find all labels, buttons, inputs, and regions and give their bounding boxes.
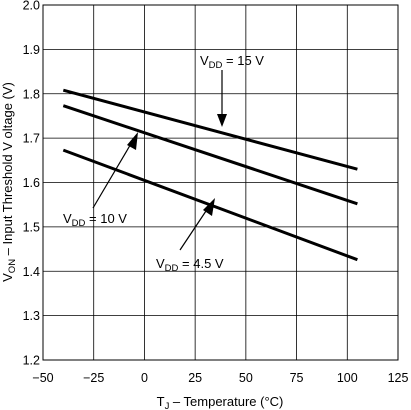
arrowhead-vdd45	[203, 198, 215, 216]
series-line-vdd10	[62, 104, 358, 206]
y-tick-label: 1.2	[23, 354, 40, 368]
series-line-vdd15	[62, 88, 358, 171]
y-tick-label: 1.6	[23, 176, 40, 190]
x-tick-label: 125	[388, 371, 409, 385]
x-tick-label: 25	[188, 371, 202, 385]
y-tick-label: 1.5	[23, 220, 40, 234]
x-tick-label: 50	[239, 371, 253, 385]
annotation-vdd10: VDD = 10 V	[63, 211, 127, 229]
y-tick-label: 1.3	[23, 309, 40, 323]
x-axis-title: TJ – Temperature (°C)	[157, 394, 284, 410]
annotation-arrows	[92, 70, 227, 251]
y-tick-label: 1.7	[23, 132, 40, 146]
y-tick-label: 2.0	[23, 0, 40, 13]
y-tick-label: 1.4	[23, 265, 40, 279]
x-tick-label: −25	[83, 371, 104, 385]
grid	[43, 5, 398, 360]
x-tick-label: 100	[337, 371, 358, 385]
series-group	[62, 88, 358, 262]
x-tick-label: 0	[141, 371, 148, 385]
y-tick-label: 1.9	[23, 43, 40, 57]
annotation-vdd45: VDD = 4.5 V	[156, 256, 224, 274]
arrow-vdd10	[92, 141, 133, 209]
plot-frame	[42, 4, 399, 361]
arrowhead-vdd15	[217, 114, 227, 127]
y-axis-title: VON – Input Threshold V oltage (V)	[0, 82, 18, 282]
y-tick-label: 1.8	[23, 87, 40, 101]
annotation-vdd15: VDD = 15 V	[200, 53, 264, 71]
arrow-vdd45	[179, 207, 209, 251]
arrowhead-vdd10	[127, 132, 138, 150]
tick-labels: −50 −25 0 25 50 75 100 125 1.2 1.3 1.4 1.5 1.6 1.7 1.8…	[23, 0, 409, 385]
x-tick-label: −50	[32, 371, 53, 385]
x-tick-label: 75	[290, 371, 304, 385]
